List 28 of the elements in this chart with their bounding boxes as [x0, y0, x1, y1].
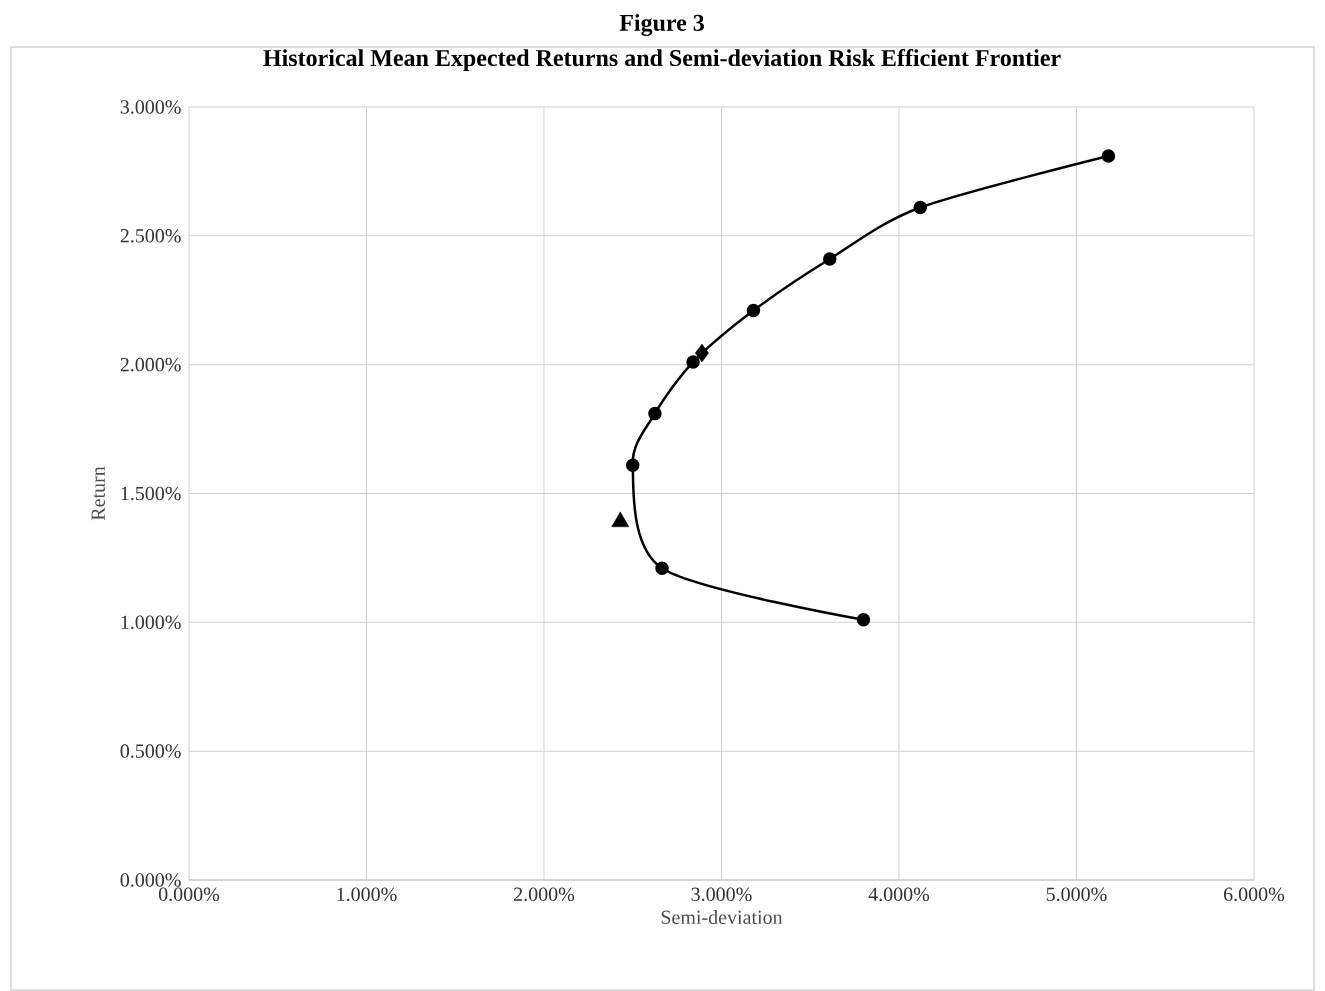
x-tick-label: 4.000%	[868, 887, 930, 902]
x-tick-label: 5.000%	[1046, 887, 1107, 902]
chart-subtitle: Historical Mean Expected Returns and Semi-deviation Risk Efficient Frontier	[263, 48, 1061, 71]
y-tick-label: 0.000%	[120, 873, 181, 887]
x-tick-label: 2.000%	[514, 887, 575, 902]
x-axis-title: Semi-deviation	[661, 909, 783, 925]
point	[746, 303, 761, 318]
y-tick-label: 1.500%	[121, 486, 181, 501]
point	[625, 458, 640, 472]
x-tick-label: 1.000%	[337, 887, 397, 902]
point	[695, 343, 709, 363]
y-tick-label: 2.500%	[120, 229, 181, 243]
y-tick-label: 2.000%	[120, 357, 181, 372]
x-tick-label: 0.000%	[158, 887, 220, 902]
point	[655, 561, 669, 575]
x-tick-label: 3.000%	[691, 887, 752, 902]
point	[856, 613, 871, 627]
point	[648, 406, 662, 421]
point	[913, 200, 928, 215]
point	[686, 355, 700, 369]
y-tick-label: 0.500%	[120, 744, 181, 758]
point	[1101, 149, 1116, 163]
y-tick-label: 1.000%	[121, 615, 181, 630]
point	[823, 252, 837, 266]
x-tick-label: 6.000%	[1223, 887, 1285, 902]
y-tick-label: 3.000%	[120, 100, 181, 114]
y-axis-title: Return	[91, 466, 105, 521]
chart-title: Figure 3	[619, 14, 704, 36]
